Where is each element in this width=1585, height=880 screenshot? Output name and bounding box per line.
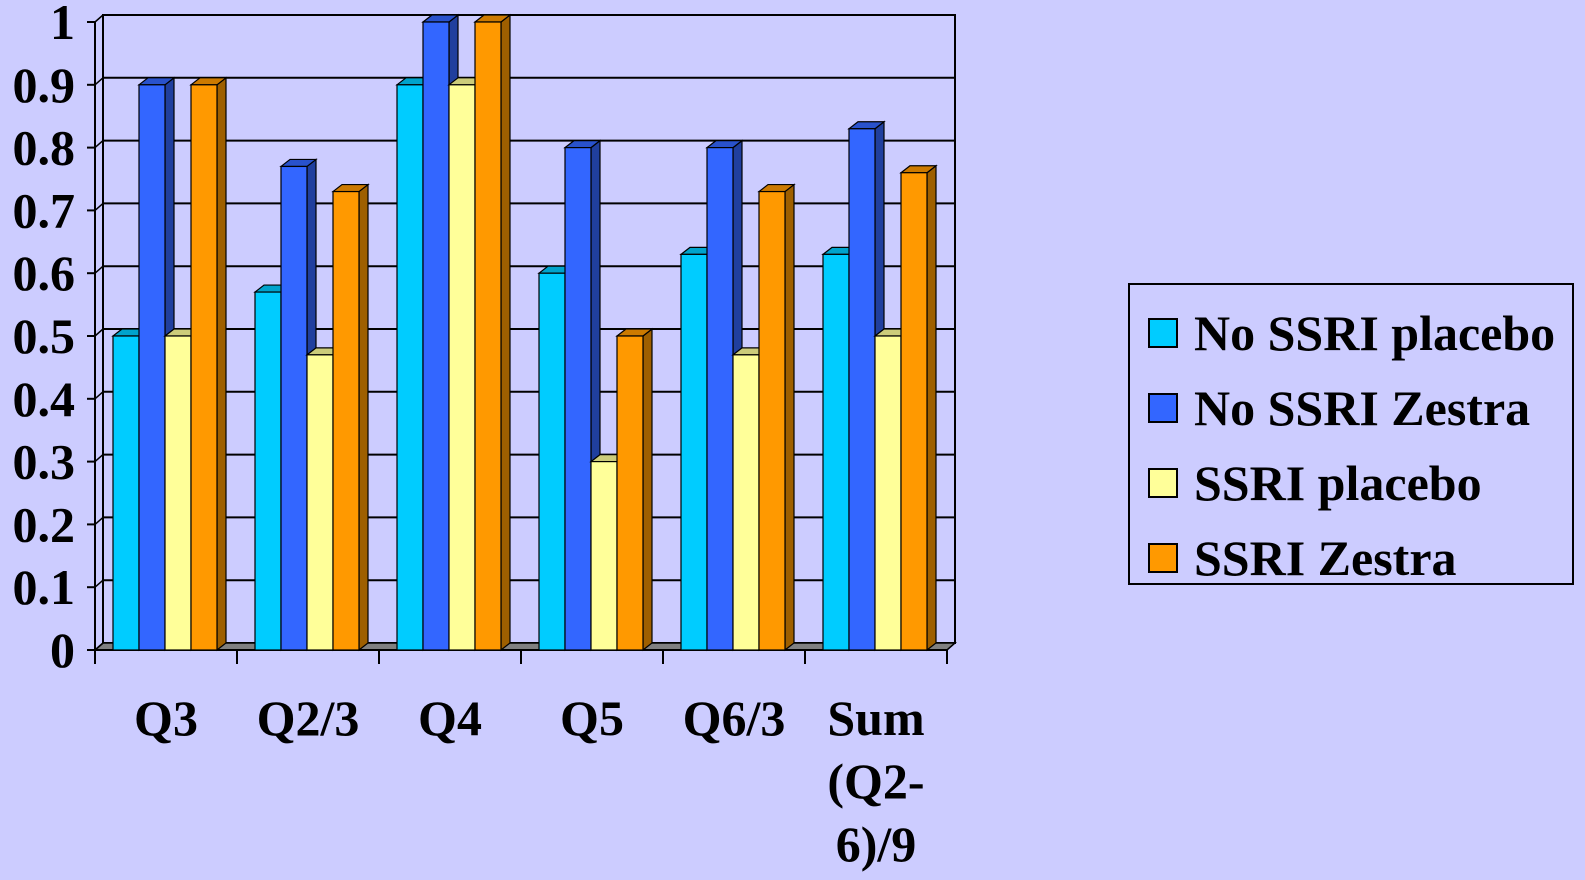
- bar-ssri-placebo-2: [448, 84, 476, 651]
- bar-ssri-zestra-4: [758, 190, 786, 651]
- y-tick-depth: [94, 391, 104, 400]
- bar-ssri-placebo-0: [164, 335, 192, 651]
- y-tick-depth: [94, 642, 104, 651]
- legend-item-ssri-placebo: SSRI placebo: [1130, 445, 1572, 520]
- y-tick-label: 0.9: [13, 57, 76, 113]
- bar-ssri-zestra-2-side: [500, 13, 511, 652]
- x-tick-label: Q4: [418, 690, 482, 746]
- bar-ssri-zestra-2: [474, 21, 502, 651]
- bar-no-ssri-zestra-4: [706, 147, 734, 651]
- bar-no-ssri-placebo-4: [680, 253, 708, 651]
- chart-legend: No SSRI placebo No SSRI Zestra SSRI plac…: [1128, 283, 1574, 585]
- y-tick-depth: [94, 140, 104, 149]
- bar-ssri-zestra-4-side: [784, 183, 795, 652]
- bar-ssri-zestra-5: [900, 172, 928, 651]
- legend-label: No SSRI placebo: [1194, 304, 1556, 361]
- bar-ssri-zestra-1-side: [358, 183, 369, 652]
- y-tick-label: 0: [50, 622, 75, 678]
- legend-label: SSRI Zestra: [1194, 529, 1457, 586]
- y-tick-label: 0.4: [13, 371, 76, 427]
- bar-ssri-placebo-1: [306, 354, 334, 651]
- bar-no-ssri-zestra-5: [848, 128, 876, 651]
- y-tick-label: 0.1: [13, 559, 76, 615]
- y-tick-label: 0.5: [13, 308, 76, 364]
- y-tick-depth: [94, 516, 104, 525]
- y-tick-label: 0.3: [13, 434, 76, 490]
- bar-ssri-zestra-0-side: [216, 76, 227, 652]
- x-tick-label: Q6/3: [683, 690, 786, 746]
- bar-ssri-zestra-3: [616, 335, 644, 651]
- y-tick-depth: [94, 77, 104, 86]
- bar-no-ssri-placebo-5: [822, 253, 850, 651]
- bar-no-ssri-zestra-1: [280, 165, 308, 651]
- x-tick-label: Q5: [560, 690, 624, 746]
- y-tick-depth: [94, 14, 104, 23]
- bar-no-ssri-placebo-0: [112, 335, 140, 651]
- legend-item-ssri-zestra: SSRI Zestra: [1130, 520, 1572, 595]
- bar-ssri-placebo-4: [732, 354, 760, 651]
- y-tick-label: 0.2: [13, 496, 76, 552]
- bar-no-ssri-placebo-3: [538, 272, 566, 651]
- legend-item-no-ssri-placebo: No SSRI placebo: [1130, 295, 1572, 370]
- bar-ssri-zestra-5-side: [926, 164, 937, 652]
- legend-swatch-no-ssri-zestra: [1148, 392, 1178, 423]
- x-tick-label: Q2/3: [257, 690, 360, 746]
- y-tick-label: 0.6: [13, 245, 76, 301]
- bar-ssri-placebo-5: [874, 335, 902, 651]
- y-tick-label: 1: [50, 0, 75, 50]
- x-tick-label: Q3: [134, 690, 198, 746]
- bar-ssri-zestra-1: [332, 190, 360, 651]
- bar-ssri-zestra-0: [190, 84, 218, 651]
- y-tick-label: 0.8: [13, 120, 76, 176]
- bar-no-ssri-zestra-3: [564, 147, 592, 651]
- legend-label: SSRI placebo: [1194, 454, 1482, 511]
- bar-no-ssri-zestra-2: [422, 21, 450, 651]
- y-tick-depth: [94, 265, 104, 274]
- bar-no-ssri-placebo-2: [396, 84, 424, 651]
- bar-ssri-placebo-3: [590, 461, 618, 651]
- y-tick-depth: [94, 454, 104, 463]
- legend-swatch-ssri-placebo: [1148, 467, 1178, 498]
- y-tick-depth: [94, 328, 104, 337]
- legend-swatch-ssri-zestra: [1148, 542, 1178, 573]
- bar-ssri-zestra-3-side: [642, 327, 653, 652]
- x-tick-label: Sum (Q2-6)/9: [827, 690, 924, 872]
- bar-no-ssri-placebo-1: [254, 291, 282, 651]
- y-tick-depth: [94, 202, 104, 211]
- y-tick-label: 0.7: [13, 182, 76, 238]
- bar-no-ssri-zestra-0: [138, 84, 166, 651]
- legend-swatch-no-ssri-placebo: [1148, 317, 1178, 348]
- y-tick-depth: [94, 579, 104, 588]
- legend-label: No SSRI Zestra: [1194, 379, 1531, 436]
- legend-item-no-ssri-zestra: No SSRI Zestra: [1130, 370, 1572, 445]
